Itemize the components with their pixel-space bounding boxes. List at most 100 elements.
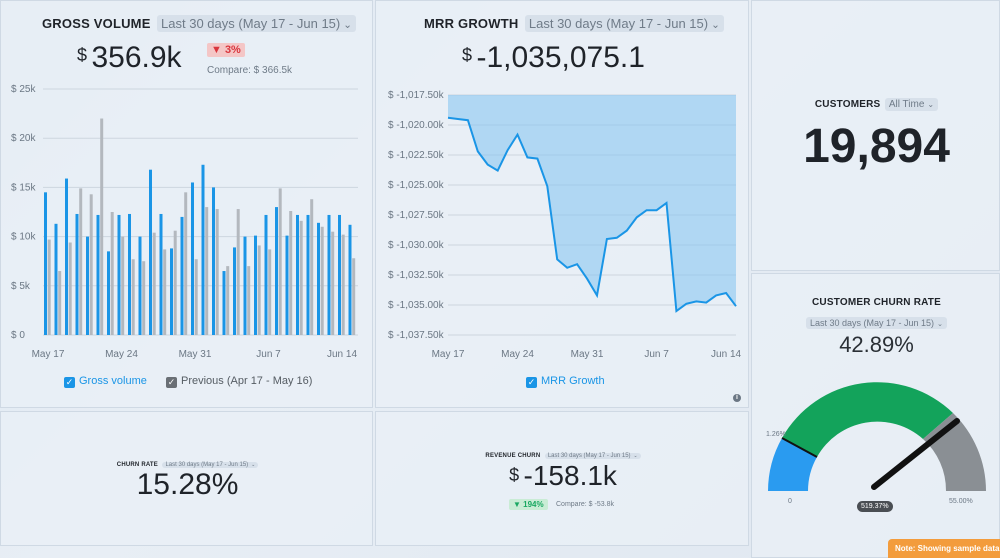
churn-rate-title: CHURN RATE	[116, 462, 159, 468]
bar-gross-volume[interactable]	[296, 214, 299, 335]
y-tick-label: $ 20k	[11, 133, 36, 144]
bar-previous[interactable]	[236, 209, 240, 335]
bar-previous[interactable]	[121, 236, 125, 335]
chevron-down-icon: ⌄	[343, 20, 352, 31]
y-tick-label: $ -1,030.00k	[388, 240, 445, 251]
bar-gross-volume[interactable]	[75, 213, 79, 335]
bar-previous[interactable]	[226, 266, 230, 335]
bar-gross-volume[interactable]	[44, 192, 47, 335]
gauge-label-low: 1.26%	[766, 431, 786, 438]
customers-panel: CUSTOMERS All Time ⌄ 19,894	[751, 0, 1000, 271]
customers-range-label: All Time	[888, 99, 925, 110]
bar-gross-volume[interactable]	[233, 247, 236, 335]
bar-previous[interactable]	[310, 199, 314, 335]
revenue-churn-range-label: Last 30 days (May 17 - Jun 15)	[547, 453, 631, 459]
bar-previous[interactable]	[268, 249, 272, 335]
gross-volume-panel: GROSS VOLUME Last 30 days (May 17 - Jun …	[0, 0, 373, 408]
bar-previous[interactable]	[131, 259, 135, 335]
bar-gross-volume[interactable]	[327, 214, 331, 335]
bar-gross-volume[interactable]	[201, 164, 205, 335]
bar-previous[interactable]	[110, 212, 114, 335]
bar-gross-volume[interactable]	[86, 236, 89, 335]
bar-previous[interactable]	[79, 188, 83, 335]
bar-previous[interactable]	[142, 261, 146, 335]
bar-gross-volume[interactable]	[170, 248, 173, 335]
mrr-line[interactable]	[447, 116, 737, 313]
bar-previous[interactable]	[352, 258, 356, 335]
bar-gross-volume[interactable]	[275, 207, 278, 335]
bar-gross-volume[interactable]	[306, 214, 310, 335]
gauge-label-max: 55.00%	[949, 498, 973, 505]
bar-previous[interactable]	[331, 231, 335, 335]
y-tick-label: $ 5k	[11, 281, 31, 292]
gauge-segment-mid	[782, 382, 953, 457]
bar-previous[interactable]	[341, 234, 345, 335]
legend-gross-volume[interactable]: ✓ Gross volume	[64, 375, 147, 388]
customer-churn-panel: CUSTOMER CHURN RATE Last 30 days (May 17…	[751, 273, 1000, 558]
bar-previous[interactable]	[320, 226, 324, 335]
y-tick-label: $ -1,020.00k	[388, 120, 445, 131]
gross-volume-range-dropdown[interactable]: Last 30 days (May 17 - Jun 15) ⌄	[157, 15, 356, 32]
revenue-churn-range-dropdown[interactable]: Last 30 days (May 17 - Jun 15) ⌄	[544, 453, 641, 459]
bar-gross-volume[interactable]	[180, 216, 184, 335]
revenue-churn-value: -158.1k	[523, 460, 617, 491]
bar-gross-volume[interactable]	[212, 187, 215, 335]
info-icon[interactable]: i	[733, 394, 741, 402]
checkbox-icon: ✓	[526, 377, 537, 388]
mrr-growth-panel: MRR GROWTH Last 30 days (May 17 - Jun 15…	[375, 0, 749, 408]
revenue-churn-compare: Compare: $ -53.8k	[556, 501, 614, 508]
churn-rate-range-dropdown[interactable]: Last 30 days (May 17 - Jun 15) ⌄	[162, 462, 259, 468]
bar-gross-volume[interactable]	[191, 182, 194, 335]
bar-gross-volume[interactable]	[54, 223, 58, 335]
bar-gross-volume[interactable]	[149, 169, 152, 335]
gross-volume-value: 356.9k	[91, 41, 182, 74]
bar-previous[interactable]	[215, 209, 219, 335]
x-tick-label: May 31	[179, 349, 212, 360]
legend-gross-volume-label: Gross volume	[79, 375, 147, 387]
bar-gross-volume[interactable]	[338, 214, 341, 335]
bar-gross-volume[interactable]	[65, 178, 68, 335]
bar-gross-volume[interactable]	[107, 251, 110, 335]
bar-previous[interactable]	[184, 192, 188, 335]
bar-gross-volume[interactable]	[138, 236, 142, 335]
bar-previous[interactable]	[58, 271, 62, 335]
customer-churn-value: 42.89%	[839, 332, 914, 357]
bar-previous[interactable]	[194, 259, 198, 335]
mrr-growth-value: -1,035,075.1	[476, 41, 645, 74]
x-tick-label: May 17	[432, 349, 465, 360]
bar-gross-volume[interactable]	[243, 236, 247, 335]
bar-previous[interactable]	[68, 242, 72, 335]
bar-gross-volume[interactable]	[285, 235, 289, 335]
bar-gross-volume[interactable]	[222, 271, 226, 335]
bar-previous[interactable]	[173, 230, 177, 335]
bar-gross-volume[interactable]	[128, 213, 131, 335]
bar-previous[interactable]	[205, 207, 209, 335]
bar-previous[interactable]	[47, 239, 51, 335]
bar-previous[interactable]	[257, 245, 261, 335]
legend-previous-label: Previous (Apr 17 - May 16)	[181, 375, 313, 387]
legend-mrr-growth[interactable]: ✓ MRR Growth	[526, 375, 605, 388]
bar-gross-volume[interactable]	[254, 235, 257, 335]
bar-gross-volume[interactable]	[96, 214, 100, 335]
bar-previous[interactable]	[100, 118, 104, 335]
bar-previous[interactable]	[289, 211, 293, 335]
bar-gross-volume[interactable]	[264, 214, 268, 335]
mrr-growth-chart: $ -1,017.50k $ -1,020.00k $ -1,022.50k $ -1…	[388, 90, 742, 360]
bar-gross-volume[interactable]	[117, 214, 121, 335]
revenue-churn-currency: $	[509, 465, 520, 485]
bar-previous[interactable]	[89, 194, 93, 335]
bar-previous[interactable]	[163, 249, 167, 335]
mrr-growth-range-dropdown[interactable]: Last 30 days (May 17 - Jun 15) ⌄	[524, 15, 724, 32]
bar-gross-volume[interactable]	[317, 222, 320, 335]
customer-churn-range-dropdown[interactable]: Last 30 days (May 17 - Jun 15) ⌄	[805, 317, 948, 329]
bar-previous[interactable]	[278, 188, 282, 335]
bar-previous[interactable]	[152, 232, 156, 335]
gauge-pointer-label: 519.37%	[857, 501, 893, 512]
bar-gross-volume[interactable]	[348, 224, 352, 335]
legend-previous-period[interactable]: ✓ Previous (Apr 17 - May 16)	[166, 375, 312, 388]
customers-range-dropdown[interactable]: All Time ⌄	[884, 98, 939, 111]
bar-previous[interactable]	[247, 266, 251, 335]
bar-gross-volume[interactable]	[159, 213, 163, 335]
bar-previous[interactable]	[299, 220, 303, 335]
mrr-area	[448, 95, 736, 311]
